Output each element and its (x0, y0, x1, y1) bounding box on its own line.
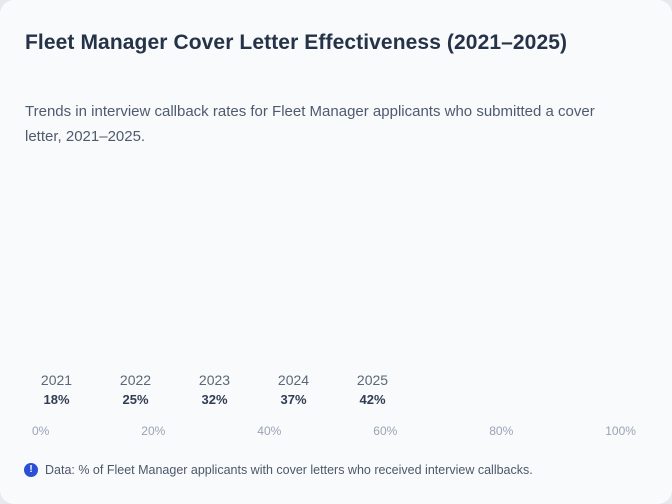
category-label: 2023 (198, 372, 231, 388)
chart-subtitle: Trends in interview callback rates for F… (25, 103, 595, 145)
data-point-2022: 2022 25% (96, 372, 175, 407)
value-label: 32% (201, 392, 228, 407)
x-axis-tick: 80% (489, 424, 514, 438)
x-axis-tick: 0% (32, 424, 50, 438)
x-axis-tick: 40% (257, 424, 282, 438)
info-alert-icon: ! (24, 463, 38, 477)
data-labels-row: 2021 18% 2022 25% 2023 32% 2024 37% 2025… (17, 372, 412, 407)
chart-plot-area (25, 150, 647, 365)
data-point-2023: 2023 32% (175, 372, 254, 407)
x-axis-tick: 100% (605, 424, 636, 438)
footnote: ! Data: % of Fleet Manager applicants wi… (24, 462, 533, 478)
category-label: 2025 (356, 372, 389, 388)
value-label: 18% (43, 392, 70, 407)
category-label: 2024 (277, 372, 310, 388)
data-point-2025: 2025 42% (333, 372, 412, 407)
category-label: 2021 (40, 372, 73, 388)
chart-title: Fleet Manager Cover Letter Effectiveness… (25, 31, 568, 54)
x-axis: 0% 20% 40% 60% 80% 100% (32, 424, 636, 439)
data-point-2024: 2024 37% (254, 372, 333, 407)
value-label: 42% (359, 392, 386, 407)
value-label: 25% (122, 392, 149, 407)
footnote-text: Data: % of Fleet Manager applicants with… (45, 463, 533, 477)
value-label: 37% (280, 392, 307, 407)
data-point-2021: 2021 18% (17, 372, 96, 407)
category-label: 2022 (119, 372, 152, 388)
x-axis-tick: 60% (373, 424, 398, 438)
x-axis-tick: 20% (141, 424, 166, 438)
